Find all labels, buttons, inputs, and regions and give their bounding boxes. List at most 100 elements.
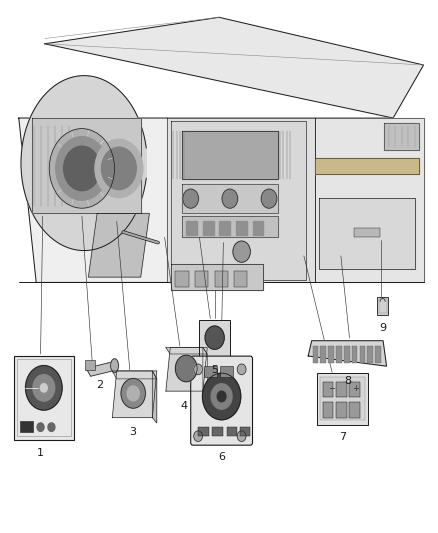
FancyBboxPatch shape xyxy=(317,373,368,424)
Bar xyxy=(240,426,251,436)
Circle shape xyxy=(211,384,232,409)
Bar xyxy=(203,221,214,235)
Polygon shape xyxy=(182,131,278,179)
Bar xyxy=(219,221,230,235)
Text: −: − xyxy=(328,384,335,393)
Circle shape xyxy=(33,375,55,401)
Bar xyxy=(253,221,263,235)
Bar xyxy=(349,382,360,398)
Circle shape xyxy=(233,241,251,262)
Polygon shape xyxy=(166,348,207,391)
Bar xyxy=(234,271,247,287)
Bar xyxy=(204,366,217,377)
Polygon shape xyxy=(45,17,424,118)
Bar xyxy=(186,221,197,235)
Bar xyxy=(379,300,387,313)
Circle shape xyxy=(40,384,47,392)
Polygon shape xyxy=(315,118,424,282)
Bar xyxy=(176,271,188,287)
Polygon shape xyxy=(385,123,419,150)
Bar xyxy=(367,346,373,363)
Circle shape xyxy=(194,364,202,375)
Polygon shape xyxy=(319,198,415,269)
Bar xyxy=(336,402,346,418)
Polygon shape xyxy=(113,371,157,379)
Circle shape xyxy=(127,386,139,401)
Circle shape xyxy=(202,373,241,420)
Polygon shape xyxy=(88,214,149,277)
Text: 9: 9 xyxy=(379,323,386,333)
Polygon shape xyxy=(167,118,315,282)
Bar xyxy=(349,402,360,418)
FancyBboxPatch shape xyxy=(14,356,74,440)
Circle shape xyxy=(37,423,44,431)
Bar xyxy=(212,426,223,436)
Polygon shape xyxy=(21,76,146,251)
Bar xyxy=(328,346,334,363)
Text: 8: 8 xyxy=(344,376,351,386)
Bar xyxy=(20,421,33,432)
Bar xyxy=(375,346,381,363)
Bar xyxy=(352,346,357,363)
Circle shape xyxy=(222,189,238,208)
Bar xyxy=(220,366,233,377)
Circle shape xyxy=(56,136,108,200)
Text: 3: 3 xyxy=(129,427,136,437)
FancyBboxPatch shape xyxy=(321,377,365,420)
Text: 6: 6 xyxy=(218,452,225,462)
Polygon shape xyxy=(32,118,141,214)
Bar xyxy=(322,402,333,418)
Bar xyxy=(236,221,247,235)
Text: 5: 5 xyxy=(211,365,218,375)
Bar xyxy=(344,346,350,363)
Text: +: + xyxy=(352,384,359,393)
Polygon shape xyxy=(166,348,207,354)
Circle shape xyxy=(95,139,143,198)
Bar xyxy=(321,346,326,363)
Circle shape xyxy=(49,128,115,208)
Circle shape xyxy=(48,423,55,431)
Circle shape xyxy=(175,355,197,382)
FancyBboxPatch shape xyxy=(191,356,253,445)
Bar xyxy=(336,346,342,363)
Circle shape xyxy=(237,364,246,375)
Text: 1: 1 xyxy=(37,448,44,458)
Polygon shape xyxy=(182,216,278,237)
Circle shape xyxy=(25,366,62,410)
Polygon shape xyxy=(182,184,278,214)
Polygon shape xyxy=(171,120,306,280)
Circle shape xyxy=(217,391,226,402)
Bar xyxy=(313,346,318,363)
Polygon shape xyxy=(19,118,424,282)
Text: 4: 4 xyxy=(180,401,188,410)
Circle shape xyxy=(194,431,202,441)
Circle shape xyxy=(205,326,224,349)
Bar xyxy=(377,297,389,316)
Circle shape xyxy=(261,189,277,208)
Circle shape xyxy=(102,147,136,190)
Bar xyxy=(227,426,237,436)
Circle shape xyxy=(121,378,145,408)
Text: 2: 2 xyxy=(96,381,103,391)
Polygon shape xyxy=(86,362,117,376)
Bar xyxy=(198,426,208,436)
Polygon shape xyxy=(203,348,207,397)
FancyBboxPatch shape xyxy=(199,320,230,357)
Circle shape xyxy=(183,189,198,208)
Polygon shape xyxy=(308,341,387,366)
Circle shape xyxy=(237,431,246,441)
Bar xyxy=(195,271,208,287)
Polygon shape xyxy=(315,158,419,174)
Bar xyxy=(215,271,228,287)
Ellipse shape xyxy=(111,359,118,373)
Bar xyxy=(85,360,95,370)
Bar xyxy=(322,382,333,398)
Polygon shape xyxy=(152,371,157,423)
Circle shape xyxy=(64,146,100,191)
Bar xyxy=(360,346,365,363)
Polygon shape xyxy=(171,264,262,290)
Polygon shape xyxy=(113,371,157,418)
Bar xyxy=(336,382,346,398)
Bar xyxy=(354,228,380,237)
Text: 7: 7 xyxy=(339,432,346,442)
